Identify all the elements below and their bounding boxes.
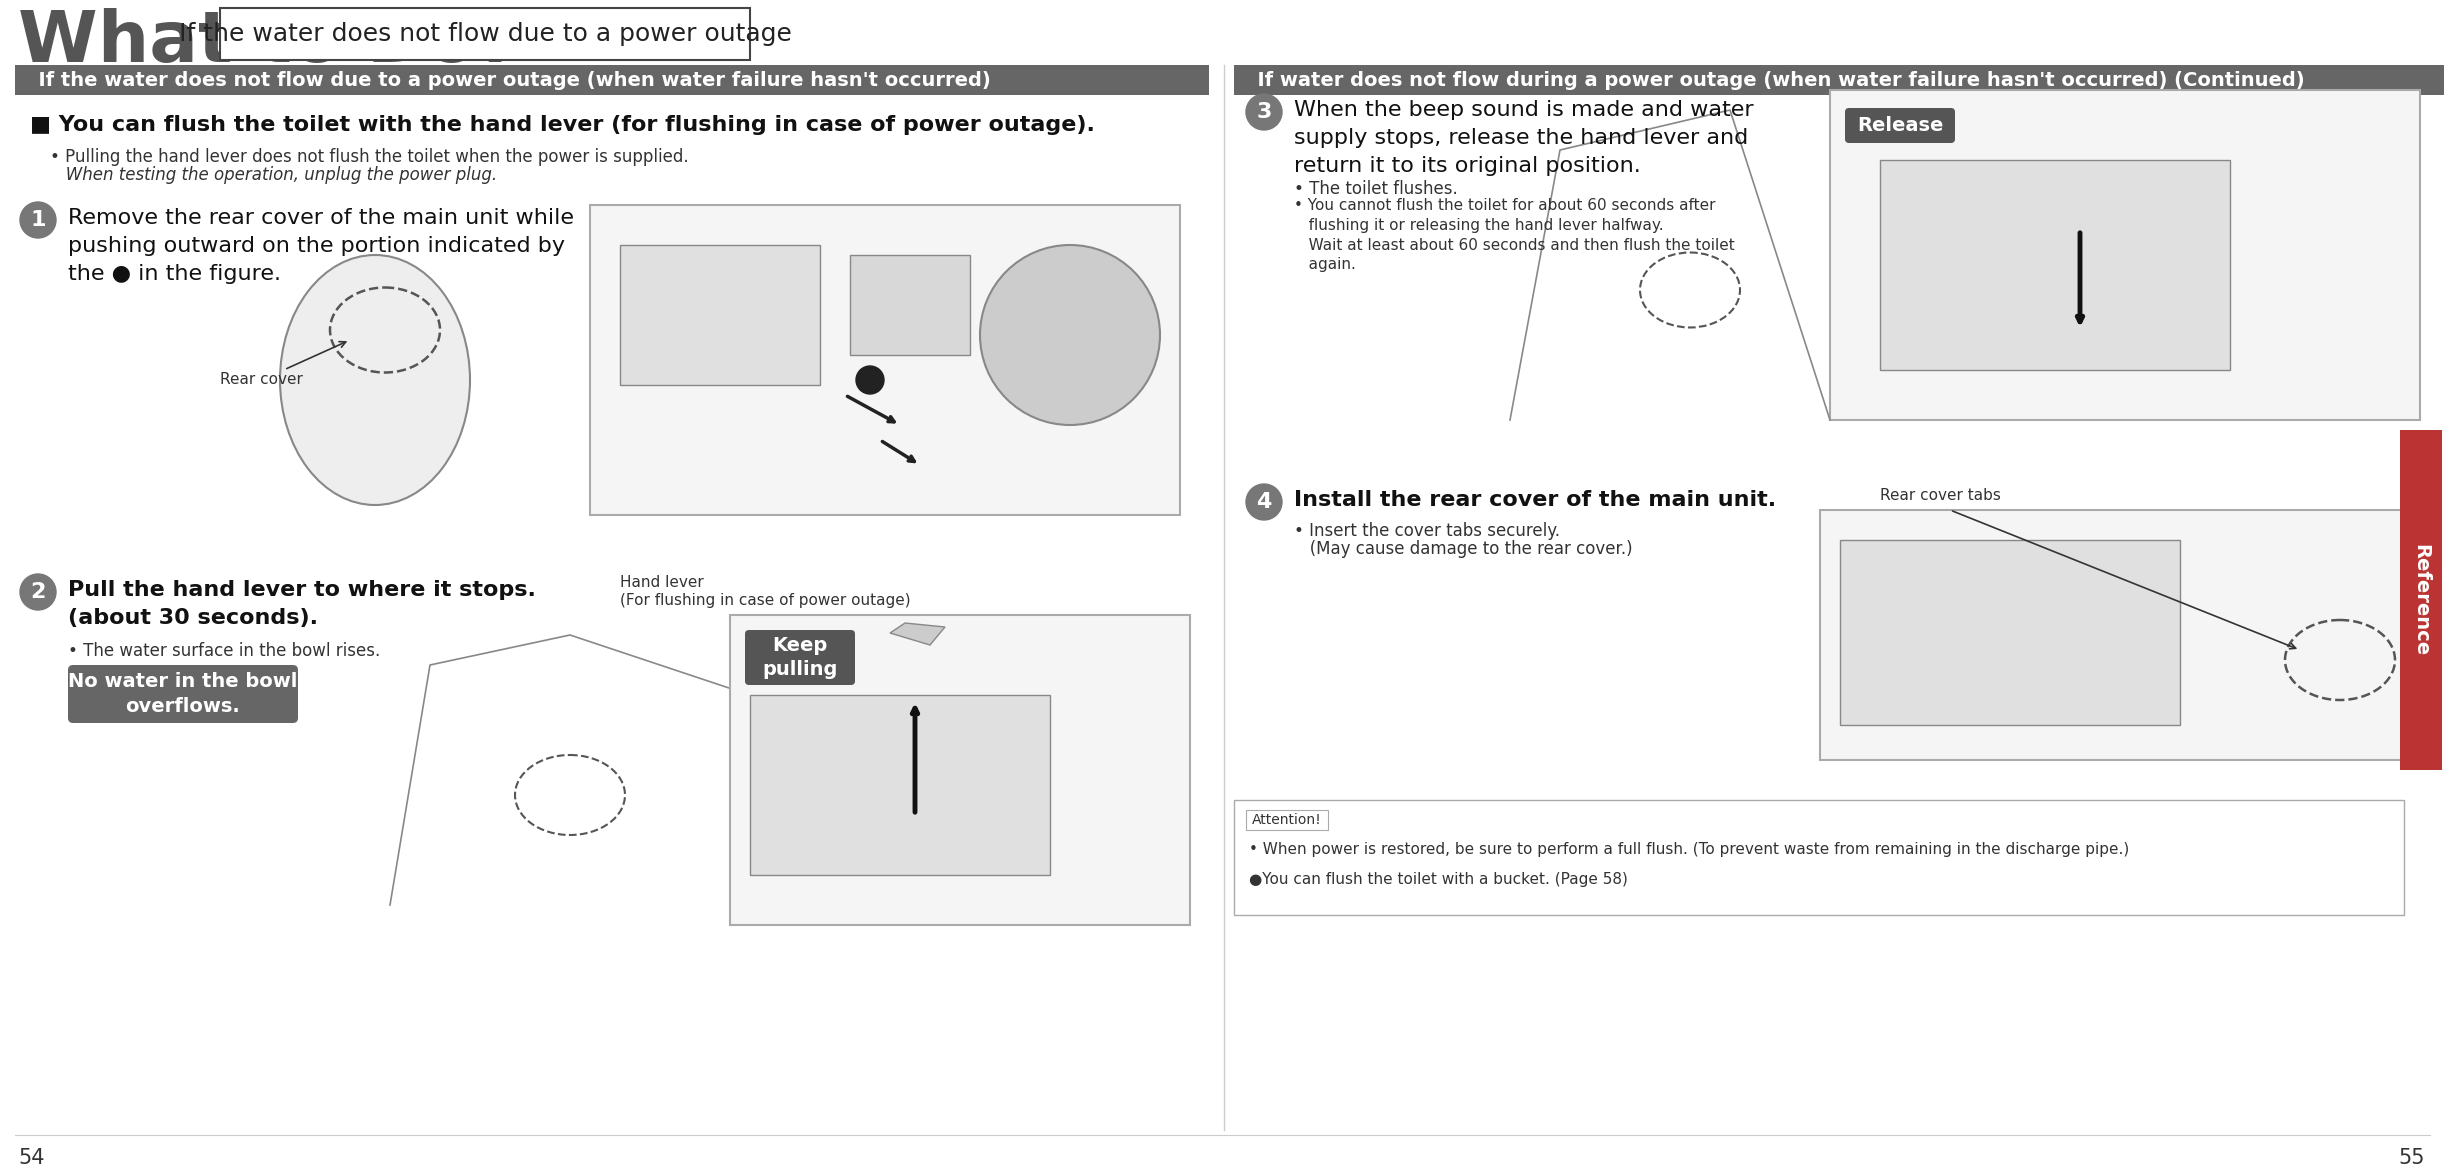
Bar: [220, 8, 749, 60]
Text: • When power is restored, be sure to perform a full flush. (To prevent waste fro: • When power is restored, be sure to per…: [1249, 843, 2128, 857]
Bar: [1839, 540, 2180, 725]
Text: • Pulling the hand lever does not flush the toilet when the power is supplied.: • Pulling the hand lever does not flush …: [49, 148, 688, 166]
Text: If the water does not flow due to a power outage (when water failure hasn't occu: If the water does not flow due to a powe…: [24, 70, 992, 90]
Text: Attention!: Attention!: [1251, 813, 1322, 827]
Text: Pull the hand lever to where it stops.
(about 30 seconds).: Pull the hand lever to where it stops. (…: [69, 580, 536, 628]
FancyBboxPatch shape: [1844, 109, 1954, 144]
Text: 3: 3: [1256, 102, 1271, 123]
Polygon shape: [889, 623, 945, 645]
Ellipse shape: [279, 256, 470, 505]
FancyBboxPatch shape: [69, 665, 299, 724]
Circle shape: [857, 366, 884, 394]
Bar: [1247, 810, 1327, 830]
Bar: [1829, 90, 2420, 420]
Text: Rear cover: Rear cover: [220, 342, 345, 387]
Bar: [1234, 65, 2444, 95]
Text: What to Do?: What to Do?: [17, 8, 519, 77]
Circle shape: [1247, 484, 1281, 520]
Text: When the beep sound is made and water
supply stops, release the hand lever and
r: When the beep sound is made and water su…: [1293, 100, 1753, 176]
Text: • The toilet flushes.: • The toilet flushes.: [1293, 180, 1457, 198]
Bar: [1234, 801, 2405, 915]
Text: 4: 4: [1256, 492, 1271, 512]
Text: 2: 2: [29, 582, 47, 602]
Text: Keep
pulling: Keep pulling: [762, 636, 838, 679]
Bar: [2400, 429, 2442, 770]
Circle shape: [1247, 95, 1281, 130]
Text: If water does not flow during a power outage (when water failure hasn't occurred: If water does not flow during a power ou…: [1244, 70, 2305, 90]
Text: Hand lever: Hand lever: [620, 575, 703, 591]
Text: ●You can flush the toilet with a bucket. (Page 58): ●You can flush the toilet with a bucket.…: [1249, 872, 1629, 887]
Text: • You cannot flush the toilet for about 60 seconds after
   flushing it or relea: • You cannot flush the toilet for about …: [1293, 198, 1734, 272]
Text: Rear cover tabs: Rear cover tabs: [1881, 488, 2001, 503]
Text: ■ You can flush the toilet with the hand lever (for flushing in case of power ou: ■ You can flush the toilet with the hand…: [29, 116, 1095, 135]
Text: If the water does not flow due to a power outage: If the water does not flow due to a powe…: [179, 22, 791, 46]
Bar: [749, 696, 1051, 875]
Bar: [850, 256, 970, 355]
Text: • The water surface in the bowl rises.: • The water surface in the bowl rises.: [69, 642, 380, 661]
Text: 54: 54: [17, 1148, 44, 1167]
Circle shape: [20, 202, 56, 238]
Text: Install the rear cover of the main unit.: Install the rear cover of the main unit.: [1293, 490, 1776, 510]
Circle shape: [20, 574, 56, 610]
Text: No water in the bowl
overflows.: No water in the bowl overflows.: [69, 672, 299, 717]
Text: (May cause damage to the rear cover.): (May cause damage to the rear cover.): [1293, 540, 1633, 558]
Bar: [15, 65, 1210, 95]
Text: Remove the rear cover of the main unit while
pushing outward on the portion indi: Remove the rear cover of the main unit w…: [69, 208, 573, 284]
Bar: [620, 245, 820, 385]
Text: Reference: Reference: [2412, 544, 2429, 656]
Bar: [590, 205, 1180, 515]
Text: • Insert the cover tabs securely.: • Insert the cover tabs securely.: [1293, 522, 1560, 540]
Bar: [1820, 510, 2420, 760]
Bar: [1881, 160, 2231, 370]
Text: When testing the operation, unplug the power plug.: When testing the operation, unplug the p…: [49, 166, 497, 184]
Text: 55: 55: [2398, 1148, 2425, 1167]
FancyBboxPatch shape: [744, 630, 855, 685]
Text: 1: 1: [29, 210, 47, 230]
Text: Release: Release: [1856, 116, 1942, 135]
Text: (For flushing in case of power outage): (For flushing in case of power outage): [620, 593, 911, 608]
Circle shape: [980, 245, 1161, 425]
Bar: [730, 615, 1190, 925]
